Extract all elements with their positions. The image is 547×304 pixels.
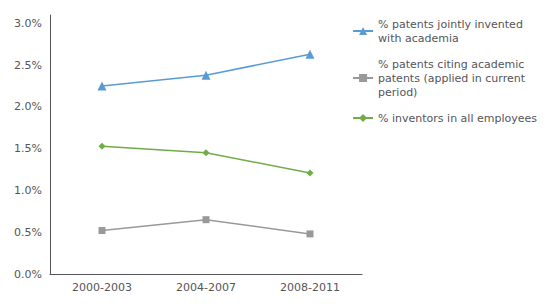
svg-text:% inventors in all employees: % inventors in all employees bbox=[378, 112, 537, 125]
svg-text:3.0%: 3.0% bbox=[14, 17, 42, 30]
svg-text:0.5%: 0.5% bbox=[14, 226, 42, 239]
svg-text:% patents citing academic: % patents citing academic bbox=[378, 58, 524, 71]
svg-text:1.5%: 1.5% bbox=[14, 142, 42, 155]
svg-text:period): period) bbox=[378, 86, 417, 99]
svg-text:2.5%: 2.5% bbox=[14, 59, 42, 72]
svg-text:patents (applied in current: patents (applied in current bbox=[378, 72, 526, 85]
svg-text:% patents jointly invented: % patents jointly invented bbox=[378, 18, 523, 31]
svg-text:2000-2003: 2000-2003 bbox=[72, 281, 132, 294]
svg-text:2.0%: 2.0% bbox=[14, 100, 42, 113]
svg-text:1.0%: 1.0% bbox=[14, 184, 42, 197]
svg-text:2008-2011: 2008-2011 bbox=[280, 281, 340, 294]
svg-text:with academia: with academia bbox=[378, 32, 459, 45]
svg-text:0.0%: 0.0% bbox=[14, 268, 42, 281]
svg-text:2004-2007: 2004-2007 bbox=[176, 281, 236, 294]
